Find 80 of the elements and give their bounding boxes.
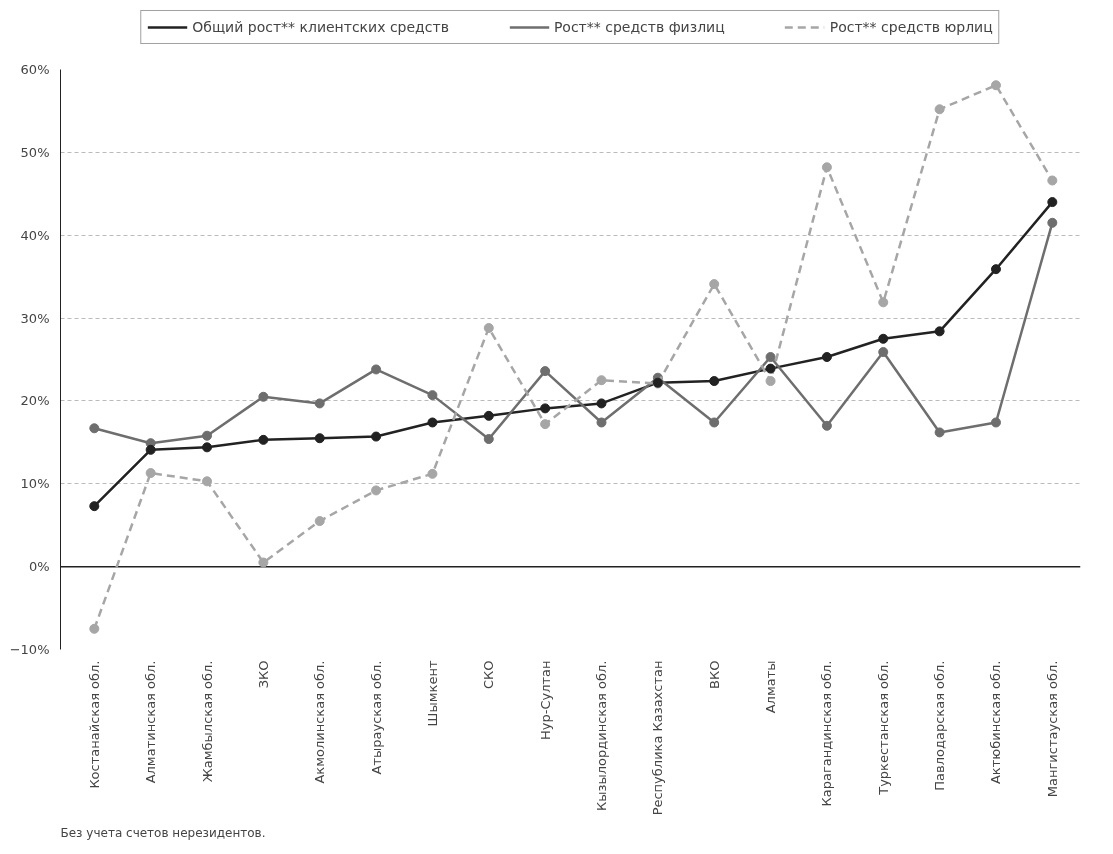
point — [934, 326, 945, 337]
point — [1047, 197, 1058, 208]
point — [821, 420, 832, 431]
point — [934, 104, 945, 115]
point — [483, 323, 494, 334]
x-tick-label: Алматы — [763, 660, 779, 714]
point — [709, 376, 720, 387]
point — [878, 347, 889, 358]
point — [596, 375, 607, 386]
x-tick-label: Атырауская обл. — [368, 660, 384, 775]
point — [934, 427, 945, 438]
point — [258, 557, 269, 568]
point — [89, 623, 100, 634]
point — [89, 501, 100, 512]
point — [145, 468, 156, 479]
point — [540, 419, 551, 430]
legend-label: Рост** средств физлиц — [553, 19, 725, 35]
y-tick-label: 20% — [20, 393, 50, 409]
x-tick-label: Туркестанская обл. — [875, 660, 891, 796]
point — [314, 433, 325, 444]
point — [709, 417, 720, 428]
x-tick-label: Кызылординская обл. — [593, 660, 609, 811]
y-tick-label: 0% — [28, 559, 50, 575]
x-tick-label: Павлодарская обл. — [932, 660, 948, 791]
point — [89, 423, 100, 434]
point — [258, 391, 269, 402]
x-tick-label: Мангистауская обл. — [1044, 660, 1060, 798]
x-tick-label: Республика Казахстан — [650, 660, 666, 816]
text: Без учета счетов нерезидентов. — [60, 825, 266, 840]
point — [709, 279, 720, 290]
point — [202, 442, 213, 453]
x-tick-label: ЗКО — [255, 660, 271, 689]
x-tick-label: Костанайская обл. — [86, 660, 102, 789]
point — [878, 333, 889, 344]
x-tick-label: Алматинская обл. — [143, 660, 159, 784]
point — [427, 417, 438, 428]
point — [371, 364, 382, 375]
x-tick-label: Акмолинская обл. — [312, 660, 328, 784]
point — [371, 431, 382, 442]
y-tick-label: 50% — [20, 144, 50, 160]
x-tick-label: Карагандинская обл. — [819, 660, 835, 807]
point — [765, 363, 776, 374]
point — [821, 352, 832, 363]
point — [596, 398, 607, 409]
legend-label: Рост** средств юрлиц — [829, 19, 993, 35]
point — [540, 366, 551, 377]
point — [371, 485, 382, 496]
point — [821, 162, 832, 173]
point — [483, 434, 494, 445]
x-tick-label: Шымкент — [424, 660, 440, 727]
y-tick-label: 30% — [20, 310, 50, 326]
x-tick-label: СКО — [481, 660, 497, 690]
point — [314, 516, 325, 527]
point — [427, 390, 438, 401]
point — [1047, 217, 1058, 228]
x-tick-label: Жамбылская обл. — [199, 660, 215, 783]
point — [990, 264, 1001, 275]
point — [1047, 175, 1058, 186]
point — [427, 468, 438, 479]
legend-label: Общий рост** клиентских средств — [192, 19, 449, 35]
point — [540, 403, 551, 414]
point — [765, 352, 776, 363]
point — [878, 297, 889, 308]
point — [596, 417, 607, 428]
point — [202, 476, 213, 487]
point — [202, 430, 213, 441]
point — [145, 444, 156, 455]
y-tick-label: −10% — [9, 642, 50, 657]
point — [765, 376, 776, 387]
point — [990, 80, 1001, 91]
y-tick-label: 40% — [20, 227, 50, 243]
point — [483, 410, 494, 421]
x-tick-label: ВКО — [706, 660, 722, 689]
y-tick-label: 10% — [20, 476, 50, 492]
point — [314, 398, 325, 409]
x-tick-label: Актюбинская обл. — [988, 660, 1004, 785]
x-tick-label: Нур-Султан — [537, 660, 553, 741]
point — [258, 434, 269, 445]
y-tick-label: 60% — [20, 62, 50, 77]
point — [990, 417, 1001, 428]
